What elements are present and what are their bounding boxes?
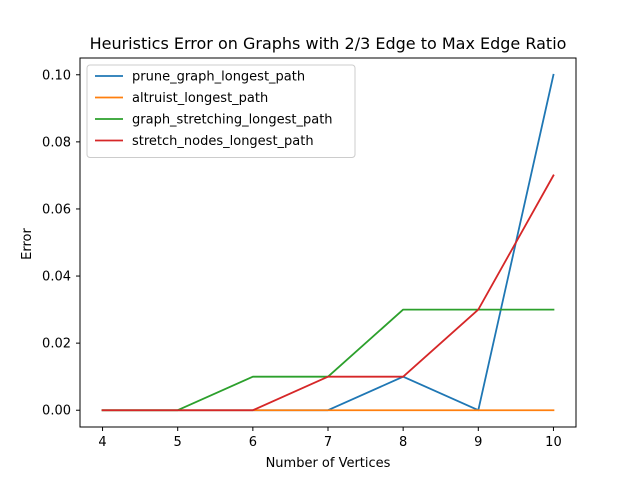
y-tick-label: 0.02 — [42, 337, 71, 352]
y-tick-label: 0.06 — [42, 202, 71, 217]
y-tick-label: 0.10 — [42, 68, 71, 83]
plot-frame — [79, 57, 577, 428]
x-tick-label: 4 — [98, 435, 106, 450]
axes-ticks: 4 5 6 7 8 9 10 0.00 0.02 0.04 0.06 0.08 0.10 — [42, 68, 562, 450]
y-tick-label: 0.08 — [42, 135, 71, 150]
legend-box — [86, 64, 356, 158]
y-axis-title: Error — [20, 228, 35, 260]
y-tick-label: 0.00 — [42, 404, 71, 419]
legend-label: altruist_longest_path — [132, 91, 268, 106]
x-axis-title: Number of Vertices — [266, 456, 391, 471]
x-tick-label: 9 — [474, 435, 482, 450]
legend: prune_graph_longest_path altruist_longest… — [86, 64, 356, 158]
legend-label: stretch_nodes_longest_path — [132, 134, 314, 149]
x-tick-label: 10 — [545, 435, 562, 450]
y-tick-label: 0.04 — [42, 270, 71, 285]
x-tick-label: 8 — [399, 435, 407, 450]
series-lines — [101, 73, 555, 412]
chart-title: Heuristics Error on Graphs with 2/3 Edge… — [90, 34, 567, 53]
x-tick-label: 7 — [324, 435, 332, 450]
legend-label: graph_stretching_longest_path — [132, 113, 333, 128]
legend-label: prune_graph_longest_path — [132, 70, 305, 85]
x-tick-label: 6 — [249, 435, 257, 450]
series-line-graph_stretching_longest_path — [101, 308, 555, 412]
series-line-stretch_nodes_longest_path — [101, 174, 555, 412]
x-tick-label: 5 — [174, 435, 182, 450]
